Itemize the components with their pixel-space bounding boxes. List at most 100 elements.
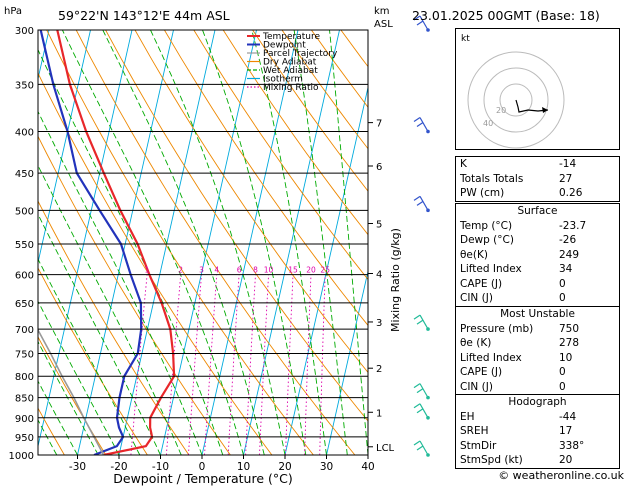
legend-label: Mixing Ratio [263,83,319,93]
wind-barb-flag [413,440,421,446]
hodograph-title: Hodograph [508,396,567,408]
wind-barb-flag [413,314,421,320]
km-tick-label: 3 [376,318,382,329]
surface-value: 0 [559,277,566,290]
isotherm-line [77,30,174,455]
legend-label: Parcel Trajectory [263,49,338,59]
hodograph-unit: kt [461,34,470,44]
hodograph-trace [515,99,549,113]
surface-title: Surface [517,205,558,217]
wind-barb [419,440,429,456]
index-label: PW (cm) [460,187,505,199]
km-tick-label: 4 [376,270,382,281]
pressure-tick-label: 950 [15,433,34,444]
mu-value: 0 [559,366,566,378]
wet-adiabat-line [38,213,161,455]
surface-label: θe(K) [460,248,488,261]
dry-adiabat-line [222,30,368,236]
mu-value: 278 [559,337,580,349]
wind-barb-flag [416,122,424,128]
index-value: 0.26 [559,187,583,199]
wind-barb [419,196,429,211]
hodograph-ring [467,51,565,149]
wind-barb-station [426,28,430,32]
wet-adiabat-line [38,380,78,455]
mu-label: Lifted Index [460,351,522,364]
wind-barb-flag [413,403,421,409]
hodo-label: StmDir [460,439,497,452]
wind-barb-flag [416,319,424,325]
asl-label: ASL [374,19,393,30]
km-tick-label: LCL [376,443,395,454]
index-row-tt: Totals Totals 27 [456,172,619,187]
mu-value: 750 [559,322,580,335]
wind-barb [419,314,429,330]
isotherm-line [201,30,299,455]
pressure-tick-label: 400 [15,128,34,139]
dry-adiabat-line [38,407,65,455]
hodograph-ring-label: 20 [496,106,506,115]
surface-label: CIN (J) [460,292,493,304]
wind-barb [419,383,429,398]
surface-label: CAPE (J) [460,277,503,290]
km-tick-label: 1 [376,408,382,419]
wet-adiabat-line [61,30,244,455]
x-tick-label: 20 [278,461,291,473]
km-tick-label: 2 [376,364,382,375]
surface-value: -26 [559,234,577,246]
index-label: K [460,158,467,170]
km-tick-label: 7 [376,119,382,130]
wind-barb-flag [413,195,421,201]
location-title: 59°22'N 143°12'E 44m ASL [58,8,230,23]
hodo-label: EH [460,410,475,423]
wind-barb-flag [416,408,424,414]
mixing-ratio-label: 2 [178,266,183,275]
mixing-ratio-line [304,274,312,455]
mixing-ratio-axis-label: Mixing Ratio (g/kg) [389,228,402,332]
x-tick-label: 0 [199,461,206,473]
pressure-tick-label: 650 [15,299,34,310]
index-value: 27 [559,172,573,185]
pressure-tick-label: 500 [15,206,34,217]
mu-value: 0 [559,380,566,393]
most-unstable-title: Most Unstable [500,308,575,320]
surface-value: 0 [559,292,566,304]
dewpoint-line [39,30,143,455]
wind-barb-flag [416,388,424,394]
mixing-ratio-line [187,274,202,455]
hodo-value: 20 [559,454,573,466]
mixing-ratio-line [204,274,218,455]
credit-text: © weatheronline.co.uk [498,469,624,482]
wind-barb-flag [413,117,421,123]
km-tick-label: 5 [376,219,382,230]
indices-panel: K -14 Totals Totals 27 PW (cm) 0.26 [455,156,620,202]
hodo-label: SREH [460,425,489,437]
isotherm-line [160,30,257,455]
mixing-ratio-label: 20 [306,266,316,275]
surface-panel: Surface Temp (°C) -23.7 Dewp (°C) -26 θe(K… [455,203,620,307]
x-tick-label: 30 [320,461,333,473]
isotherm-line [38,30,133,449]
pressure-tick-label: 800 [15,372,34,383]
mu-value: 10 [559,351,573,364]
mu-label: θe (K) [460,337,492,349]
hodograph: kt 20 40 [455,28,620,150]
hodograph-ring [499,83,533,117]
surface-label: Dewp (°C) [460,234,514,246]
mu-label: CIN (J) [460,380,493,393]
wind-barb [419,117,429,132]
mixing-ratio-line [259,274,270,455]
isotherm-line [0,30,8,455]
hodo-value: -44 [559,410,577,423]
mixing-ratio-line [130,274,148,455]
hodo-value: 338° [559,439,585,452]
index-label: Totals Totals [460,172,524,185]
isotherm-line [367,452,368,455]
wind-barb [419,15,429,31]
hodograph-ring-label: 40 [483,119,493,128]
wet-adiabat-line [329,30,368,455]
mixing-ratio-label: 15 [288,266,298,275]
mixing-ratio-line [319,274,326,455]
wind-barb [419,403,429,419]
